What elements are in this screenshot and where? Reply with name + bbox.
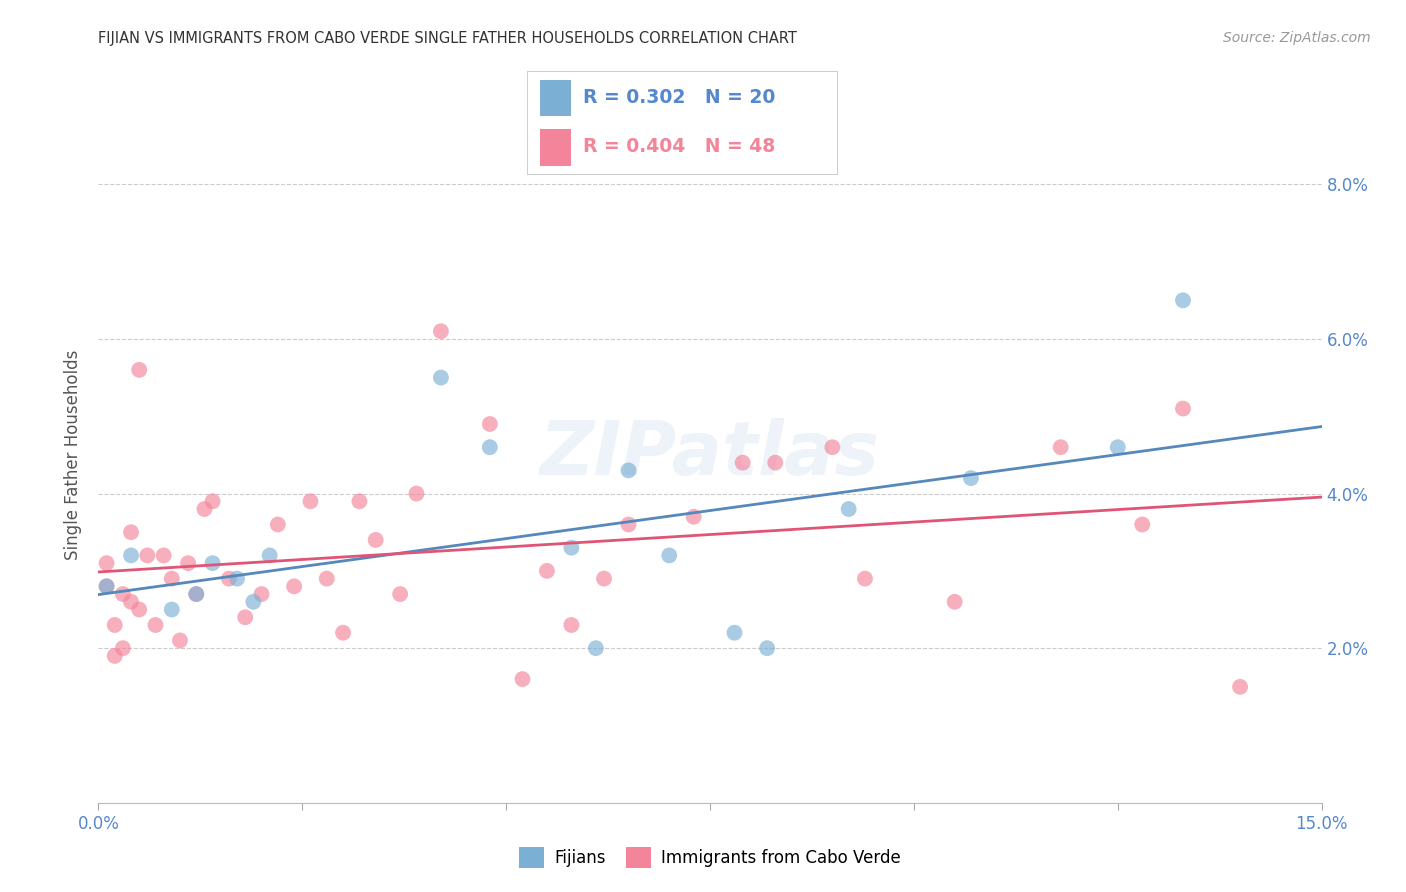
Point <box>111 641 134 656</box>
Point <box>201 556 224 570</box>
Bar <box>540 128 571 166</box>
Point <box>120 549 142 563</box>
Point <box>943 595 966 609</box>
Point <box>960 471 983 485</box>
Point <box>1171 401 1194 416</box>
Point <box>853 572 876 586</box>
Legend: Fijians, Immigrants from Cabo Verde: Fijians, Immigrants from Cabo Verde <box>513 841 907 874</box>
Point <box>136 549 159 563</box>
Point <box>756 641 779 656</box>
Point <box>152 549 174 563</box>
Point <box>658 549 681 563</box>
Point <box>723 625 745 640</box>
Point <box>218 572 240 586</box>
Point <box>763 456 786 470</box>
Point <box>104 618 127 632</box>
Point <box>186 587 208 601</box>
Point <box>1171 293 1194 308</box>
Point <box>364 533 387 547</box>
Point <box>560 541 582 555</box>
Point <box>593 572 616 586</box>
Point <box>731 456 754 470</box>
Point <box>1130 517 1153 532</box>
Point <box>1107 440 1129 454</box>
Point <box>405 486 427 500</box>
Point <box>682 509 704 524</box>
Point <box>536 564 558 578</box>
Point <box>104 648 127 663</box>
Point <box>160 572 183 586</box>
Point <box>389 587 412 601</box>
Point <box>512 672 534 686</box>
Text: R = 0.302   N = 20: R = 0.302 N = 20 <box>583 88 775 107</box>
Point <box>145 618 167 632</box>
Point <box>120 525 142 540</box>
Bar <box>540 79 571 117</box>
Point <box>96 579 118 593</box>
Point <box>560 618 582 632</box>
Point <box>193 502 215 516</box>
Point <box>111 587 134 601</box>
Point <box>585 641 607 656</box>
Point <box>430 324 453 338</box>
Text: FIJIAN VS IMMIGRANTS FROM CABO VERDE SINGLE FATHER HOUSEHOLDS CORRELATION CHART: FIJIAN VS IMMIGRANTS FROM CABO VERDE SIN… <box>98 31 797 46</box>
Point <box>1049 440 1071 454</box>
Point <box>332 625 354 640</box>
Text: R = 0.404   N = 48: R = 0.404 N = 48 <box>583 137 775 156</box>
Point <box>226 572 249 586</box>
Point <box>617 463 640 477</box>
Point <box>349 494 371 508</box>
Point <box>96 556 118 570</box>
Point <box>128 602 150 616</box>
Point <box>201 494 224 508</box>
Point <box>315 572 337 586</box>
Point <box>186 587 208 601</box>
Point <box>160 602 183 616</box>
Point <box>267 517 290 532</box>
Point <box>250 587 273 601</box>
Point <box>838 502 860 516</box>
Point <box>259 549 281 563</box>
Point <box>177 556 200 570</box>
Point <box>299 494 322 508</box>
Point <box>478 417 501 431</box>
Point <box>128 363 150 377</box>
Point <box>233 610 256 624</box>
Point <box>430 370 453 384</box>
Text: Source: ZipAtlas.com: Source: ZipAtlas.com <box>1223 31 1371 45</box>
Point <box>169 633 191 648</box>
Text: ZIPatlas: ZIPatlas <box>540 418 880 491</box>
Point <box>96 579 118 593</box>
Y-axis label: Single Father Households: Single Father Households <box>65 350 83 560</box>
Point <box>478 440 501 454</box>
Point <box>821 440 844 454</box>
Point <box>120 595 142 609</box>
Point <box>242 595 264 609</box>
Point <box>617 517 640 532</box>
Point <box>283 579 305 593</box>
Point <box>1229 680 1251 694</box>
